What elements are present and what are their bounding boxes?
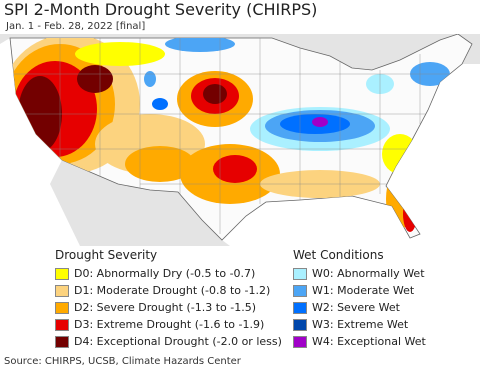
state-lines xyxy=(10,38,470,234)
legend-swatch xyxy=(55,301,69,314)
legend-label: W1: Moderate Wet xyxy=(312,284,415,297)
legend-label: W3: Extreme Wet xyxy=(312,318,409,331)
legend-swatch xyxy=(293,301,307,314)
subtitle: Jan. 1 - Feb. 28, 2022 [final] xyxy=(6,21,146,32)
legend-swatch xyxy=(293,335,307,348)
legend-title: Drought Severity xyxy=(55,248,158,262)
legend-label: D2: Severe Drought (-1.3 to -1.5) xyxy=(74,301,257,314)
legend-label: W2: Severe Wet xyxy=(312,301,400,314)
title: SPI 2-Month Drought Severity (CHIRPS) xyxy=(4,0,318,19)
legend-swatch xyxy=(293,318,307,331)
legend-item: W2: Severe Wet xyxy=(293,299,426,316)
legend-swatch xyxy=(55,267,69,280)
legend-swatch xyxy=(293,267,307,280)
wet-legend: Wet Conditions W0: Abnormally Wet W1: Mode… xyxy=(293,248,426,350)
legend-item: D3: Extreme Drought (-1.6 to -1.9) xyxy=(55,316,282,333)
legend-item: D4: Exceptional Drought (-2.0 or less) xyxy=(55,333,282,350)
legend-item: D1: Moderate Drought (-0.8 to -1.2) xyxy=(55,282,282,299)
legend-swatch xyxy=(293,284,307,297)
canada xyxy=(0,34,480,70)
legend-item: W4: Exceptional Wet xyxy=(293,333,426,350)
legend-label: D1: Moderate Drought (-0.8 to -1.2) xyxy=(74,284,271,297)
legend-label: D0: Abnormally Dry (-0.5 to -0.7) xyxy=(74,267,256,280)
legend-item: D2: Severe Drought (-1.3 to -1.5) xyxy=(55,299,282,316)
legend-label: W4: Exceptional Wet xyxy=(312,335,426,348)
map xyxy=(0,34,480,246)
legend-swatch xyxy=(55,318,69,331)
legend-item: D0: Abnormally Dry (-0.5 to -0.7) xyxy=(55,265,282,282)
legend-item: W1: Moderate Wet xyxy=(293,282,426,299)
legend-label: D4: Exceptional Drought (-2.0 or less) xyxy=(74,335,282,348)
legend-title: Wet Conditions xyxy=(293,248,384,262)
legend-item: W3: Extreme Wet xyxy=(293,316,426,333)
legend-item: W0: Abnormally Wet xyxy=(293,265,426,282)
legend-label: D3: Extreme Drought (-1.6 to -1.9) xyxy=(74,318,265,331)
legend-swatch xyxy=(55,335,69,348)
legend-label: W0: Abnormally Wet xyxy=(312,267,425,280)
drought-legend: Drought Severity D0: Abnormally Dry (-0.5… xyxy=(55,248,282,350)
source: Source: CHIRPS, UCSB, Climate Hazards Ce… xyxy=(4,356,241,367)
mexico xyxy=(50,160,230,246)
legend-swatch xyxy=(55,284,69,297)
